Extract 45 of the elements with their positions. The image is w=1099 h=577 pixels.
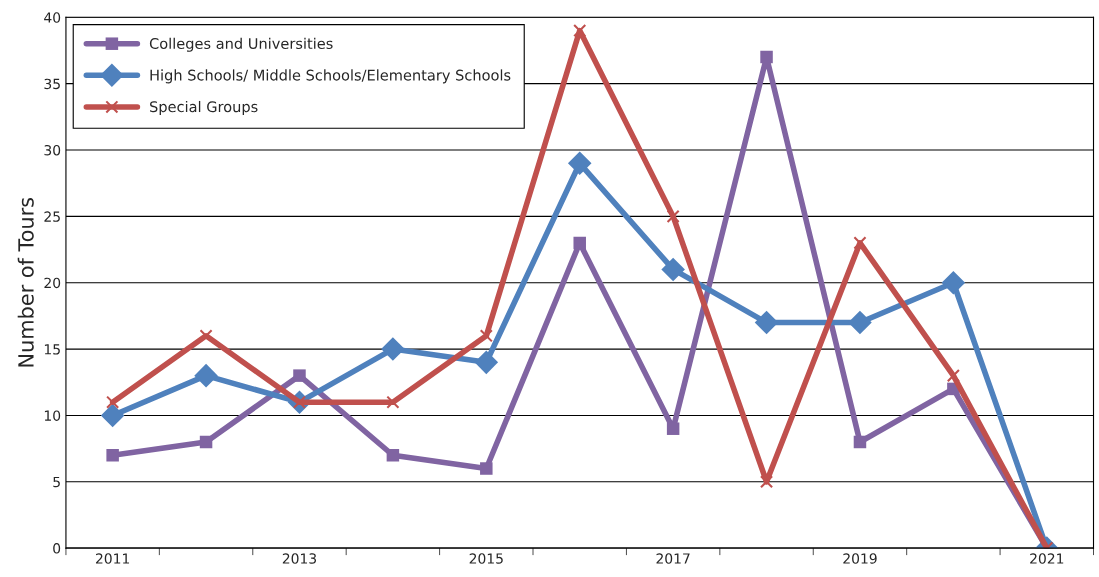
y-tick-label: 30	[44, 144, 61, 156]
point	[106, 449, 119, 462]
y-tick-label: 0	[53, 543, 61, 554]
legend-label: Special Groups	[150, 100, 258, 116]
point	[474, 350, 499, 375]
y-tick-label: 40	[44, 12, 61, 23]
point	[760, 50, 773, 64]
y-tick-label: 35	[44, 78, 60, 90]
point	[661, 257, 685, 282]
x-tick-label: 2011	[95, 553, 130, 564]
point	[848, 310, 872, 335]
legend-label: Colleges and Universities	[149, 37, 333, 52]
point	[941, 270, 966, 295]
point	[567, 151, 592, 176]
point	[573, 236, 586, 250]
point	[194, 363, 218, 388]
x-tick-label: 2013	[282, 553, 317, 564]
y-tick-label: 5	[53, 476, 60, 488]
point	[199, 435, 213, 449]
point	[759, 475, 774, 489]
point	[479, 329, 493, 343]
y-tick-label: 25	[44, 211, 60, 222]
point	[381, 337, 405, 361]
point	[666, 209, 680, 223]
y-axis-title: Number of Tours	[17, 197, 34, 367]
point	[100, 403, 125, 428]
x-tick-label: 2015	[469, 553, 503, 564]
point	[480, 462, 493, 475]
x-tick-label: 2019	[843, 553, 877, 564]
point	[386, 395, 400, 409]
y-tick-label: 20	[44, 277, 61, 289]
point	[293, 369, 306, 382]
point	[946, 369, 960, 383]
point	[853, 435, 867, 449]
x-tick-label: 2017	[656, 553, 690, 564]
point	[666, 422, 680, 435]
y-tick-label: 10	[44, 410, 61, 421]
point	[573, 23, 587, 38]
point	[754, 310, 779, 335]
x-tick-label: 2021	[1030, 553, 1064, 564]
point	[386, 449, 400, 462]
legend-label: High Schools/ Middle Schools/Elementary Schools	[150, 69, 511, 84]
point	[853, 236, 867, 250]
y-tick-label: 15	[44, 344, 60, 355]
point	[106, 395, 120, 409]
